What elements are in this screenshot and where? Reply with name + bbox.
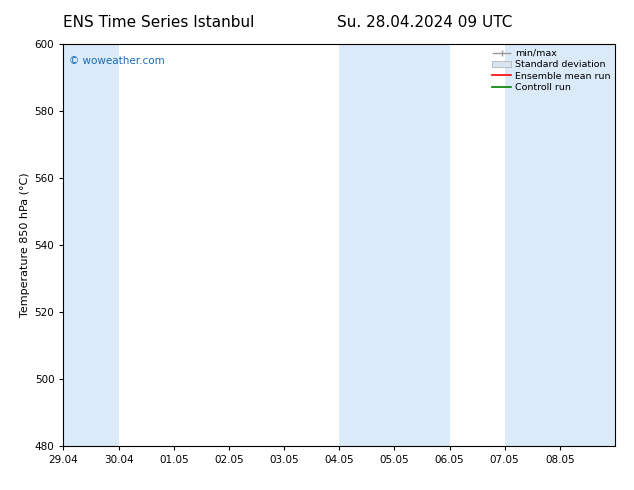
Text: ENS Time Series Istanbul: ENS Time Series Istanbul bbox=[63, 15, 254, 30]
Text: Su. 28.04.2024 09 UTC: Su. 28.04.2024 09 UTC bbox=[337, 15, 512, 30]
Y-axis label: Temperature 850 hPa (°C): Temperature 850 hPa (°C) bbox=[20, 172, 30, 318]
Bar bbox=[339, 44, 450, 446]
Text: © woweather.com: © woweather.com bbox=[69, 56, 165, 66]
Legend: min/max, Standard deviation, Ensemble mean run, Controll run: min/max, Standard deviation, Ensemble me… bbox=[492, 49, 611, 92]
Bar bbox=[63, 44, 119, 446]
Bar bbox=[505, 44, 615, 446]
